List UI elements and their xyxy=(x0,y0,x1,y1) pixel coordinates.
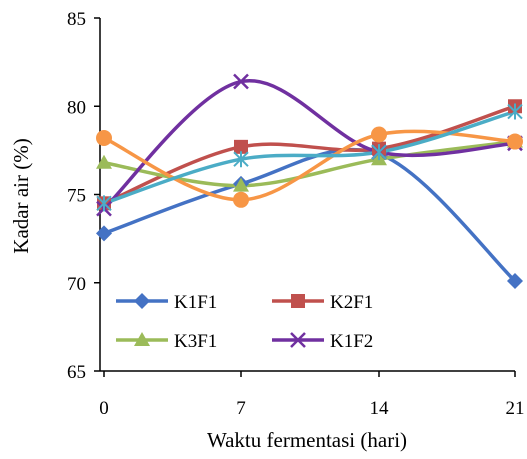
legend: K1F1 K2F1 K3F1 K1F2 xyxy=(116,292,373,352)
data-point-k3f1 xyxy=(233,177,249,192)
series-line-k2f1 xyxy=(102,104,517,206)
data-point-unlabeled-5 xyxy=(96,195,112,212)
y-tick-label: 65 xyxy=(67,362,86,383)
legend-marker xyxy=(134,332,150,346)
x-ticks: 0 7 14 21 xyxy=(99,371,525,419)
data-point-unlabeled-5 xyxy=(233,151,249,168)
x-axis-title: Waktu fermentasi (hari) xyxy=(207,428,407,452)
data-point-unlabeled-5 xyxy=(507,103,523,120)
x-tick-label: 14 xyxy=(370,398,390,419)
series-line-unlabeled-5 xyxy=(102,109,517,206)
y-tick-label: 80 xyxy=(67,97,86,118)
data-point-unlabeled-4 xyxy=(233,191,249,208)
x-tick-label: 7 xyxy=(236,398,246,419)
series-line-unlabeled-4 xyxy=(102,129,517,202)
legend-label-k2f1: K2F1 xyxy=(330,292,373,313)
data-point-k1f2 xyxy=(233,73,249,90)
data-point-k2f1 xyxy=(234,139,248,154)
data-point-k1f1 xyxy=(507,272,523,289)
series-markers xyxy=(96,73,523,289)
data-point-k3f1 xyxy=(96,154,112,169)
legend-marker xyxy=(291,294,305,308)
data-point-unlabeled-4 xyxy=(96,130,112,147)
legend-label-k1f1: K1F1 xyxy=(174,292,217,313)
x-tick-label: 21 xyxy=(506,398,525,419)
series-line-k3f1 xyxy=(102,139,517,188)
y-tick-label: 70 xyxy=(67,274,86,295)
data-point-unlabeled-5 xyxy=(371,144,387,161)
data-point-unlabeled-4 xyxy=(371,126,387,143)
legend-label-k3f1: K3F1 xyxy=(174,331,217,352)
y-axis-title: Kadar air (%) xyxy=(9,138,33,253)
series-lines xyxy=(102,78,517,283)
legend-label-k1f2: K1F2 xyxy=(330,331,373,352)
series-line-k1f2 xyxy=(102,78,517,211)
data-point-k1f1 xyxy=(96,225,112,242)
data-point-unlabeled-4 xyxy=(507,133,523,150)
y-tick-label: 75 xyxy=(67,186,86,207)
legend-marker xyxy=(290,332,306,348)
x-tick-label: 0 xyxy=(99,398,109,419)
y-tick-label: 85 xyxy=(67,9,86,30)
legend-marker xyxy=(134,293,150,309)
axes xyxy=(99,18,515,372)
y-ticks: 65 70 75 80 85 xyxy=(67,9,100,383)
